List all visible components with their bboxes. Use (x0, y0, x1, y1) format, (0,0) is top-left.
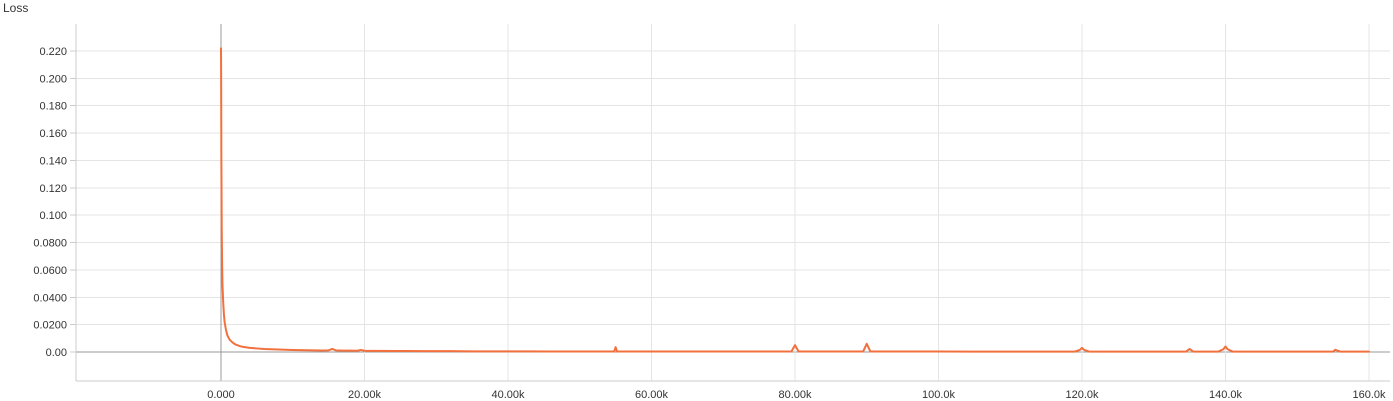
y-tick-label: 0.0400 (33, 292, 67, 304)
x-tick-label: 100.0k (922, 389, 956, 401)
tick-labels: 0.220 0.200 0.180 0.160 0.140 0.120 0.100 0.080… (33, 46, 1386, 401)
x-tick-label: 0.000 (207, 389, 235, 401)
x-tick-label: 40.00k (491, 389, 525, 401)
grid-lines (76, 24, 1390, 381)
chart-title: Loss (3, 1, 29, 15)
y-tick-label: 0.180 (39, 101, 67, 113)
y-tick-label: 0.160 (39, 128, 67, 140)
y-tick-label: 0.0600 (33, 265, 67, 277)
y-tick-label: 0.220 (39, 46, 67, 58)
loss-series-line (220, 47, 1370, 353)
x-tick-label: 80.00k (778, 389, 812, 401)
axes (70, 24, 1390, 382)
y-tick-label: 0.0200 (33, 320, 67, 332)
y-tick-label: 0.00 (46, 347, 67, 359)
series-layer (220, 47, 1370, 353)
x-tick-label: 20.00k (348, 389, 382, 401)
x-tick-label: 60.00k (635, 389, 669, 401)
x-tick-label: 120.0k (1065, 389, 1099, 401)
y-tick-label: 0.200 (39, 73, 67, 85)
y-tick-label: 0.0800 (33, 238, 67, 250)
x-tick-label: 140.0k (1209, 389, 1243, 401)
x-tick-label: 160.0k (1352, 389, 1386, 401)
y-tick-label: 0.140 (39, 155, 67, 167)
y-tick-label: 0.100 (39, 210, 67, 222)
y-tick-label: 0.120 (39, 183, 67, 195)
